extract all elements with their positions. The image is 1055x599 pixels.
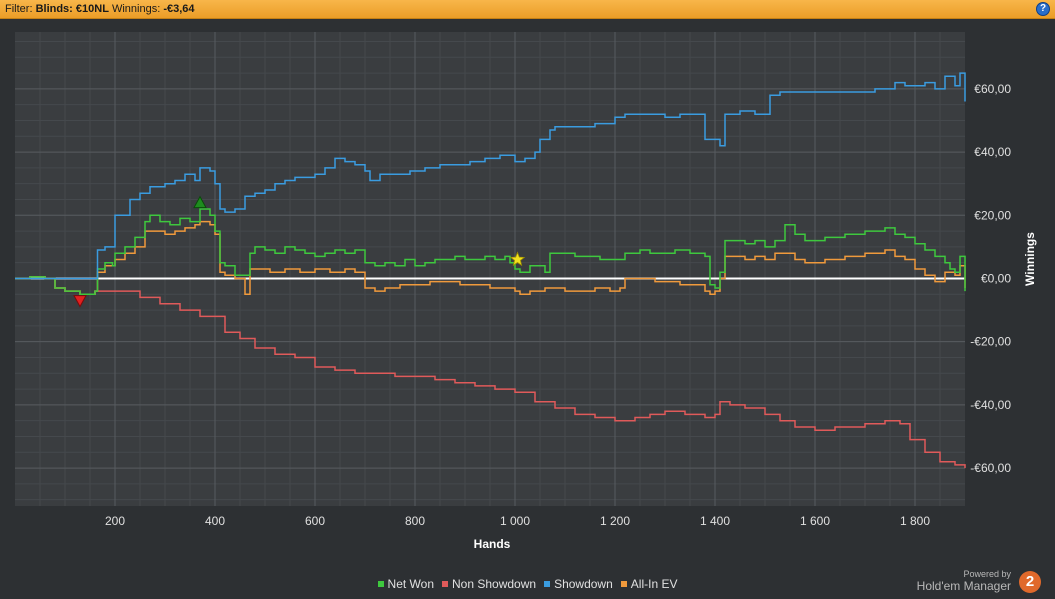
legend-swatch [620, 581, 627, 587]
legend-swatch [544, 581, 551, 587]
y-tick-label: -€20,00 [970, 335, 1011, 349]
filter-winnings-value: -€3,64 [163, 3, 195, 15]
chart-legend: Net Won Non Showdown Showdown All-In EV [0, 577, 1055, 591]
biggest-win-marker [193, 195, 207, 209]
y-tick-label: €0,00 [981, 271, 1011, 285]
star-marker [509, 251, 526, 267]
y-tick-label: €40,00 [974, 145, 1011, 159]
x-tick-label: 200 [105, 514, 125, 528]
x-tick-label: 1 600 [800, 514, 830, 528]
branding: Powered by Hold'em Manager [917, 569, 1011, 594]
filter-label: Filter: [5, 3, 33, 15]
legend-label: Showdown [554, 577, 613, 591]
series-line-net-won [15, 208, 966, 296]
y-tick-label: €20,00 [974, 208, 1011, 222]
y-tick-label: €60,00 [974, 82, 1011, 96]
powered-by-text: Powered by [963, 569, 1011, 579]
x-tick-label: 1 800 [900, 514, 930, 528]
series-line-showdown [15, 72, 966, 280]
x-tick-label: 1 000 [500, 514, 530, 528]
holdem-manager-logo-icon: 2 [1019, 571, 1041, 593]
x-tick-label: 1 200 [600, 514, 630, 528]
legend-label: All-In EV [630, 577, 678, 591]
brand-name: Hold'em Manager [916, 579, 1011, 593]
x-axis-title: Hands [474, 537, 511, 551]
legend-swatch [377, 581, 384, 587]
legend-item[interactable]: Showdown [544, 577, 613, 591]
filter-bar: Filter: Blinds: €10NL Winnings: -€3,64 ? [0, 0, 1055, 19]
x-tick-label: 1 400 [700, 514, 730, 528]
legend-item[interactable]: Net Won [377, 577, 434, 591]
legend-label: Non Showdown [452, 577, 537, 591]
y-tick-label: -€60,00 [970, 461, 1011, 475]
legend-label: Net Won [387, 577, 434, 591]
series-line-non-showdown [15, 276, 966, 469]
y-axis-title: Winnings [1023, 232, 1037, 286]
filter-winnings-label: Winnings: [111, 3, 161, 15]
y-tick-label: -€40,00 [970, 398, 1011, 412]
x-tick-label: 800 [405, 514, 425, 528]
legend-swatch [442, 581, 448, 587]
x-tick-label: 600 [305, 514, 325, 528]
question-circle-icon[interactable]: ? [1036, 2, 1050, 16]
legend-item[interactable]: Non Showdown [442, 577, 536, 591]
legend-item[interactable]: All-In EV [620, 577, 678, 591]
filter-blinds[interactable]: Blinds: €10NL [35, 3, 109, 15]
biggest-loss-marker [73, 295, 87, 308]
x-tick-label: 400 [205, 514, 225, 528]
series-line-all-in-ev [15, 220, 966, 296]
